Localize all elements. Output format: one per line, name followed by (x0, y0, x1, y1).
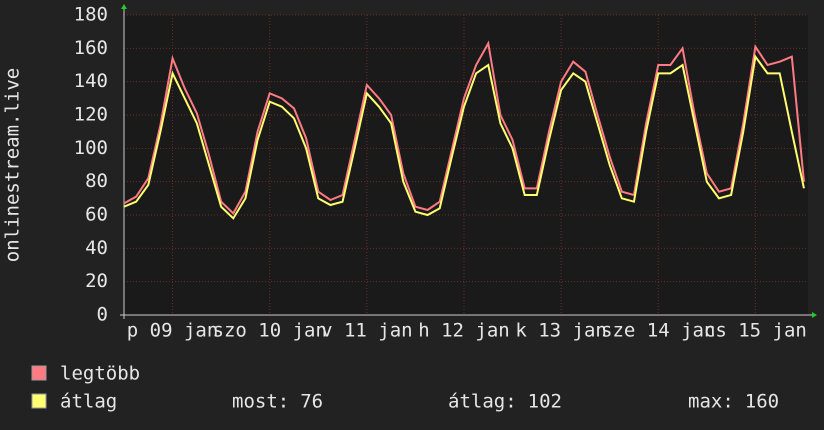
y-tick-label: 160 (74, 37, 108, 59)
stat-value: 160 (745, 391, 779, 413)
y-tick-label: 40 (85, 237, 108, 259)
stat-value: 102 (528, 391, 562, 413)
plot-area (124, 15, 808, 315)
axis-arrow (121, 4, 127, 9)
y-tick-label: 80 (85, 170, 108, 192)
stat-label: átlag: (448, 391, 517, 413)
y-tick-label: 100 (74, 137, 108, 159)
legend-swatch (31, 365, 47, 381)
y-tick-label: 20 (85, 270, 108, 292)
series-line (123, 40, 805, 215)
legend-swatch (31, 393, 47, 409)
axis-arrow (812, 312, 817, 318)
stat-label: max: (688, 391, 734, 413)
legend-label: átlag (60, 391, 117, 413)
x-tick-label: sze 14 jan (601, 320, 715, 342)
x-tick-label: v 11 jan (321, 320, 413, 342)
x-tick-label: p 09 jan (127, 320, 219, 342)
y-axis-label: onlinestream.live (2, 68, 24, 262)
x-tick-label: cs 15 jan (704, 320, 807, 342)
x-tick-label: h 12 jan (418, 320, 510, 342)
series-line (123, 54, 805, 220)
y-tick-label: 120 (74, 104, 108, 126)
x-tick-label: k 13 jan (515, 320, 607, 342)
y-tick-label: 140 (74, 70, 108, 92)
y-tick-label: 60 (85, 204, 108, 226)
y-tick-label: 0 (97, 304, 108, 326)
stat-value: 76 (300, 391, 323, 413)
x-tick-label: szo 10 jan (213, 320, 327, 342)
stat-label: most: (232, 391, 289, 413)
y-tick-label: 180 (74, 4, 108, 26)
legend-label: legtöbb (60, 363, 140, 385)
